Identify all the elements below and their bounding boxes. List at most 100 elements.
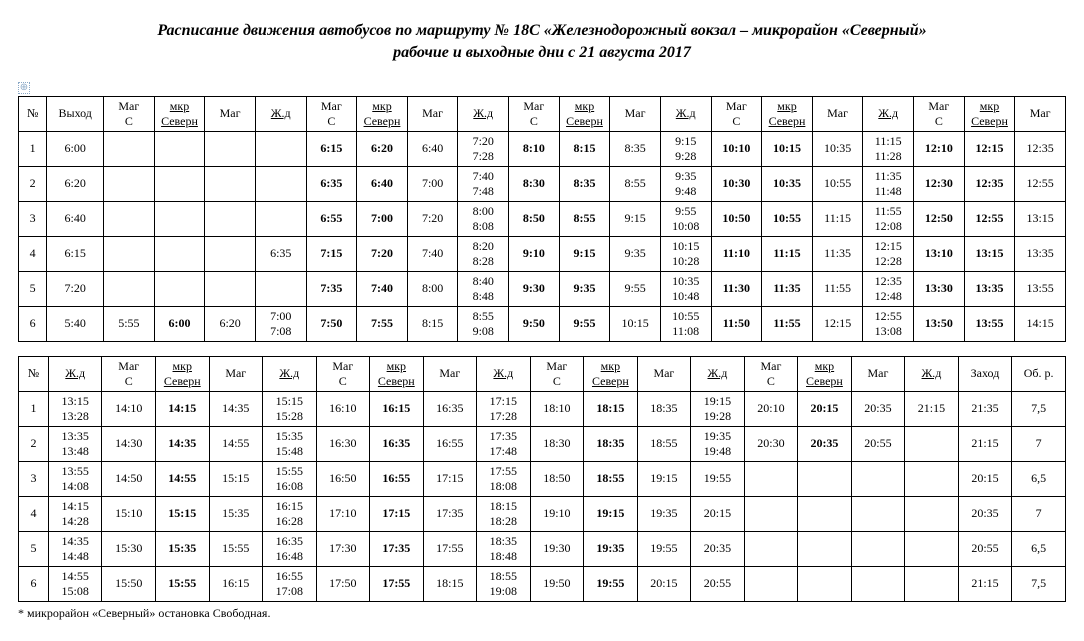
time-cell: 19:10 <box>530 496 584 531</box>
time-cell <box>104 201 155 236</box>
time-cell: 15:15 <box>156 496 210 531</box>
time-cell: 11:50 <box>711 306 762 341</box>
time-cell: 9:30 <box>509 271 560 306</box>
table-row: 113:1513:2814:1014:1514:3515:1515:2816:1… <box>19 391 1066 426</box>
time-cell <box>255 166 306 201</box>
time-cell: 6,5 <box>1012 531 1066 566</box>
time-cell: 10:55 <box>812 166 863 201</box>
time-cell: 20:35 <box>691 531 745 566</box>
column-header: Ж.д <box>458 96 509 131</box>
time-cell: 12:1512:28 <box>863 236 914 271</box>
time-cell <box>104 236 155 271</box>
time-cell: 15:5516:08 <box>263 461 317 496</box>
time-cell: 14:1514:28 <box>48 496 102 531</box>
row-number: 6 <box>19 566 49 601</box>
time-cell: 12:30 <box>914 166 965 201</box>
time-cell: 6,5 <box>1012 461 1066 496</box>
column-header: мкрСеверн <box>798 356 852 391</box>
time-cell: 17:10 <box>316 496 370 531</box>
table-row: 16:006:156:206:407:207:288:108:158:359:1… <box>19 131 1066 166</box>
time-cell: 14:55 <box>156 461 210 496</box>
footnote: * микрорайон «Северный» остановка Свобод… <box>18 606 1066 621</box>
column-header: мкрСеверн <box>762 96 813 131</box>
column-header: МагС <box>102 356 156 391</box>
time-cell <box>905 426 959 461</box>
column-header: Ж.д <box>263 356 317 391</box>
time-cell: 7:207:28 <box>458 131 509 166</box>
time-cell: 13:3513:48 <box>48 426 102 461</box>
time-cell: 6:20 <box>205 306 256 341</box>
column-header: Об. р. <box>1012 356 1066 391</box>
time-cell: 7:50 <box>306 306 357 341</box>
column-header: МагС <box>509 96 560 131</box>
time-cell <box>255 131 306 166</box>
time-cell: 18:50 <box>530 461 584 496</box>
time-cell: 7:00 <box>357 201 408 236</box>
time-cell: 10:50 <box>711 201 762 236</box>
time-cell: 20:30 <box>744 426 798 461</box>
time-cell: 7:40 <box>357 271 408 306</box>
time-cell: 5:55 <box>104 306 155 341</box>
time-cell: 12:15 <box>812 306 863 341</box>
row-number: 2 <box>19 426 49 461</box>
time-cell: 16:3516:48 <box>263 531 317 566</box>
time-cell <box>255 201 306 236</box>
time-cell: 14:50 <box>102 461 156 496</box>
time-cell: 6:40 <box>357 166 408 201</box>
time-cell: 15:55 <box>156 566 210 601</box>
time-cell: 18:5519:08 <box>477 566 531 601</box>
column-header: Маг <box>423 356 477 391</box>
time-cell: 12:3512:48 <box>863 271 914 306</box>
time-cell: 9:359:48 <box>660 166 711 201</box>
time-cell: 14:35 <box>156 426 210 461</box>
time-cell: 16:10 <box>316 391 370 426</box>
time-cell: 13:15 <box>964 236 1015 271</box>
time-cell: 6:20 <box>357 131 408 166</box>
time-cell: 18:1518:28 <box>477 496 531 531</box>
column-header: мкрСеверн <box>156 356 210 391</box>
time-cell: 8:35 <box>559 166 610 201</box>
column-header: Ж.д <box>660 96 711 131</box>
word-anchor-icon: ⊕ <box>18 82 30 94</box>
row-number: 3 <box>19 461 49 496</box>
time-cell <box>154 236 205 271</box>
time-cell: 9:55 <box>559 306 610 341</box>
time-cell: 21:15 <box>958 426 1012 461</box>
time-cell: 17:55 <box>370 566 424 601</box>
time-cell: 15:3515:48 <box>263 426 317 461</box>
time-cell: 8:408:48 <box>458 271 509 306</box>
time-cell: 18:55 <box>637 426 691 461</box>
time-cell: 21:15 <box>905 391 959 426</box>
column-header: МагС <box>744 356 798 391</box>
time-cell: 17:15 <box>370 496 424 531</box>
time-cell: 17:5518:08 <box>477 461 531 496</box>
time-cell <box>154 131 205 166</box>
column-header: Маг <box>637 356 691 391</box>
row-number: 5 <box>19 531 49 566</box>
time-cell: 16:50 <box>316 461 370 496</box>
column-header: Заход <box>958 356 1012 391</box>
time-cell: 6:55 <box>306 201 357 236</box>
time-cell: 10:15 <box>610 306 661 341</box>
time-cell: 9:35 <box>559 271 610 306</box>
time-cell: 7,5 <box>1012 391 1066 426</box>
time-cell <box>851 461 905 496</box>
time-cell: 16:1516:28 <box>263 496 317 531</box>
time-cell: 8:55 <box>610 166 661 201</box>
time-cell: 15:35 <box>156 531 210 566</box>
time-cell: 7:00 <box>407 166 458 201</box>
column-header: МагС <box>711 96 762 131</box>
time-cell <box>104 271 155 306</box>
time-cell: 16:15 <box>370 391 424 426</box>
time-cell: 12:5513:08 <box>863 306 914 341</box>
time-cell: 17:35 <box>370 531 424 566</box>
time-cell: 15:15 <box>209 461 263 496</box>
time-cell: 13:55 <box>1015 271 1066 306</box>
column-header: Ж.д <box>477 356 531 391</box>
time-cell: 10:15 <box>762 131 813 166</box>
time-cell <box>905 461 959 496</box>
time-cell <box>744 461 798 496</box>
time-cell: 17:30 <box>316 531 370 566</box>
time-cell: 8:15 <box>559 131 610 166</box>
time-cell: 8:35 <box>610 131 661 166</box>
